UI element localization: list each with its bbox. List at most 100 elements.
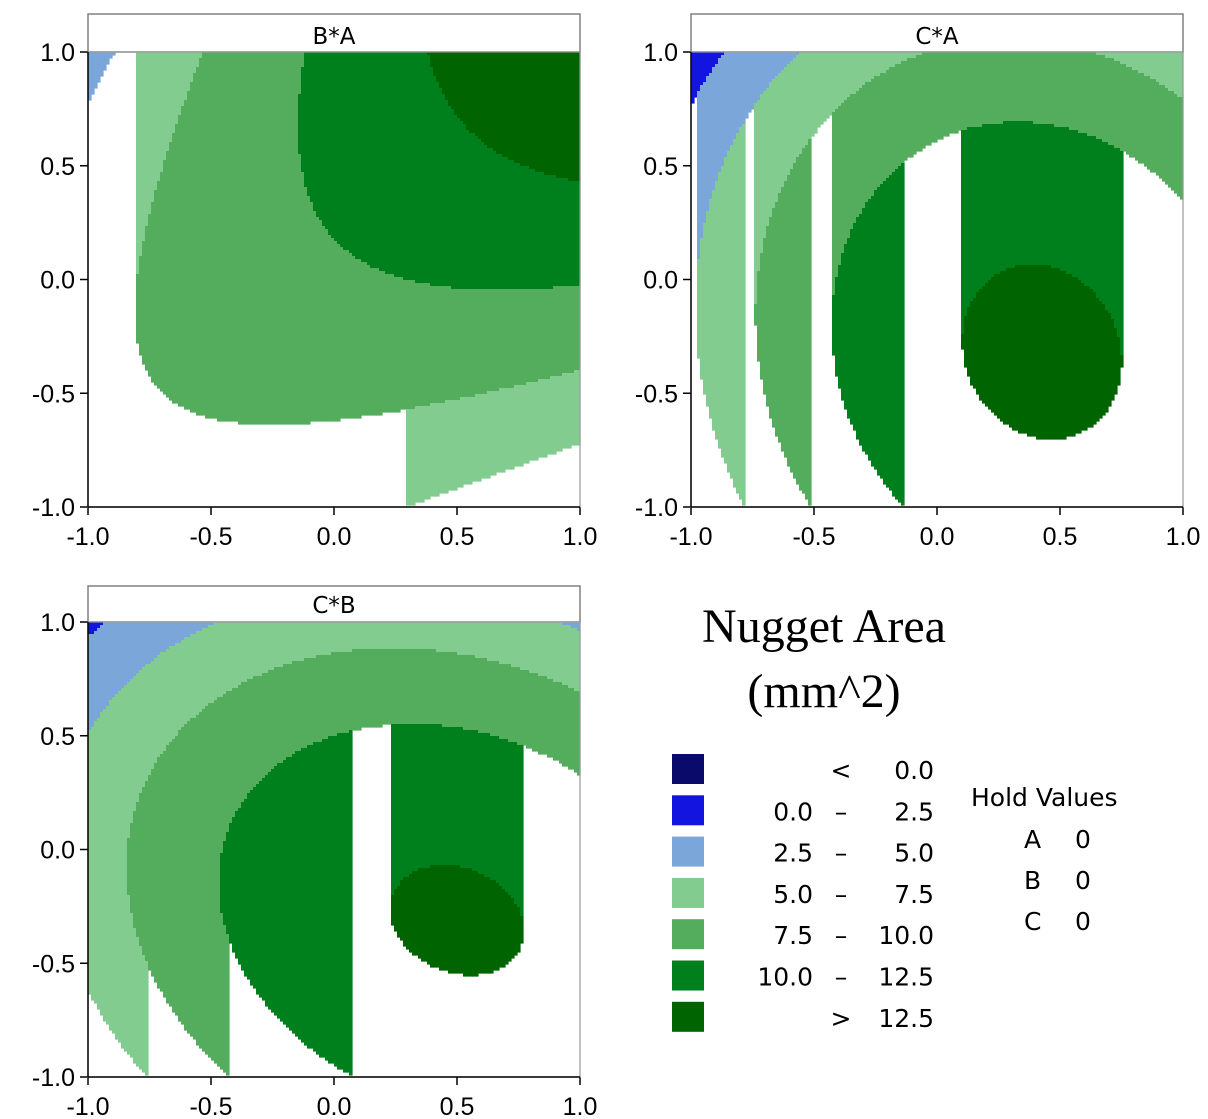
- contour-cell: [1078, 52, 1082, 134]
- contour-cell: [838, 265, 842, 389]
- contour-cell: [130, 622, 134, 680]
- contour-cell: [1099, 52, 1103, 56]
- contour-cell: [910, 52, 914, 59]
- contour-cell: [331, 622, 335, 653]
- contour-cell: [364, 649, 368, 728]
- contour-cell: [460, 52, 464, 122]
- legend-swatch: [672, 754, 704, 784]
- contour-cell: [451, 289, 455, 401]
- contour-cell: [334, 652, 338, 737]
- contour-cell: [466, 868, 470, 977]
- contour-cell: [781, 52, 785, 71]
- x-tick-label: 0.5: [1043, 523, 1078, 551]
- contour-cell: [493, 391, 497, 476]
- contour-cell: [241, 622, 245, 683]
- contour-cell: [1150, 79, 1154, 173]
- contour-cell: [433, 865, 437, 968]
- contour-cell: [700, 85, 704, 239]
- contour-cell: [1162, 52, 1166, 86]
- contour-cell: [202, 622, 206, 629]
- contour-cell: [571, 688, 575, 770]
- contour-cell: [526, 670, 530, 749]
- contour-cell: [550, 289, 554, 377]
- contour-cell: [754, 103, 758, 305]
- contour-cell: [505, 892, 509, 965]
- contour-cell: [343, 52, 347, 251]
- contour-cell: [256, 52, 260, 425]
- contour-cell: [520, 289, 524, 386]
- x-tick-label: 0.0: [920, 523, 955, 551]
- contour-cell: [529, 52, 533, 170]
- contour-cell: [880, 73, 884, 185]
- contour-cell: [547, 289, 551, 380]
- contour-cell: [325, 622, 329, 656]
- contour-cell: [199, 622, 203, 632]
- contour-cell: [886, 52, 890, 71]
- contour-cell: [508, 388, 512, 470]
- contour-cell: [556, 682, 560, 761]
- contour-cell: [142, 52, 146, 242]
- x-tick-labels: -1.0 -0.5 0.0 0.5 1.0: [66, 507, 597, 551]
- contour-cell: [1039, 52, 1043, 125]
- contour-cell: [520, 52, 524, 167]
- contour-cell: [433, 724, 437, 866]
- contour-cell: [304, 622, 308, 659]
- contour-cell: [406, 877, 410, 950]
- contour-cell: [424, 868, 428, 962]
- contour-cell: [1063, 52, 1067, 128]
- contour-cell: [109, 700, 113, 1031]
- x-tick-label: 0.0: [317, 523, 352, 551]
- legend-swatch: [672, 795, 704, 826]
- contour-cell: [1147, 52, 1151, 77]
- contour-cell: [280, 622, 284, 668]
- contour-cell: [520, 916, 524, 944]
- contour-cell: [1105, 310, 1109, 413]
- contour-cell: [280, 52, 284, 425]
- contour-cell: [451, 622, 455, 653]
- contour-cell: [358, 649, 362, 731]
- contour-cell: [1081, 52, 1085, 134]
- contour-cell: [151, 202, 155, 383]
- x-tick-labels: -1.0 -0.5 0.0 0.5 1.0: [669, 507, 1200, 551]
- contour-cell: [1051, 52, 1055, 125]
- contour-cell: [493, 661, 497, 737]
- contour-cell: [736, 133, 740, 494]
- contour-cell: [391, 724, 395, 896]
- contour-cell: [739, 127, 743, 500]
- contour-cell: [286, 757, 290, 1028]
- contour-cell: [472, 730, 476, 872]
- contour-cell: [355, 649, 359, 731]
- contour-cell: [493, 880, 497, 971]
- contour-cell: [142, 955, 146, 1073]
- contour-cell: [847, 238, 851, 419]
- contour-cell: [460, 868, 464, 974]
- contour-cell: [145, 664, 149, 782]
- contour-cell: [355, 52, 359, 260]
- contour-cell: [391, 622, 395, 650]
- contour-cell: [574, 286, 578, 371]
- contour-cell: [88, 634, 92, 731]
- contour-cell: [211, 52, 215, 419]
- contour-cell: [388, 52, 392, 275]
- contour-cell: [448, 286, 452, 401]
- contour-cell: [457, 118, 461, 290]
- contour-cell: [1159, 85, 1163, 179]
- contour-cell: [400, 649, 404, 725]
- contour-cell: [436, 724, 440, 866]
- contour-cell: [994, 52, 998, 125]
- contour-cell: [1081, 283, 1085, 431]
- contour-cell: [151, 769, 155, 977]
- contour-cell: [379, 622, 383, 650]
- contour-cell: [151, 52, 155, 203]
- contour-cell: [166, 52, 170, 152]
- contour-cell: [454, 865, 458, 974]
- contour-cell: [562, 373, 566, 449]
- contour-cell: [574, 181, 578, 287]
- contour-cell: [1033, 265, 1037, 437]
- contour-cell: [172, 646, 176, 740]
- contour-cell: [1090, 289, 1094, 428]
- contour-cell: [577, 286, 581, 371]
- contour-cell: [127, 895, 131, 1055]
- contour-cell: [517, 745, 521, 908]
- contour-cell: [349, 652, 353, 731]
